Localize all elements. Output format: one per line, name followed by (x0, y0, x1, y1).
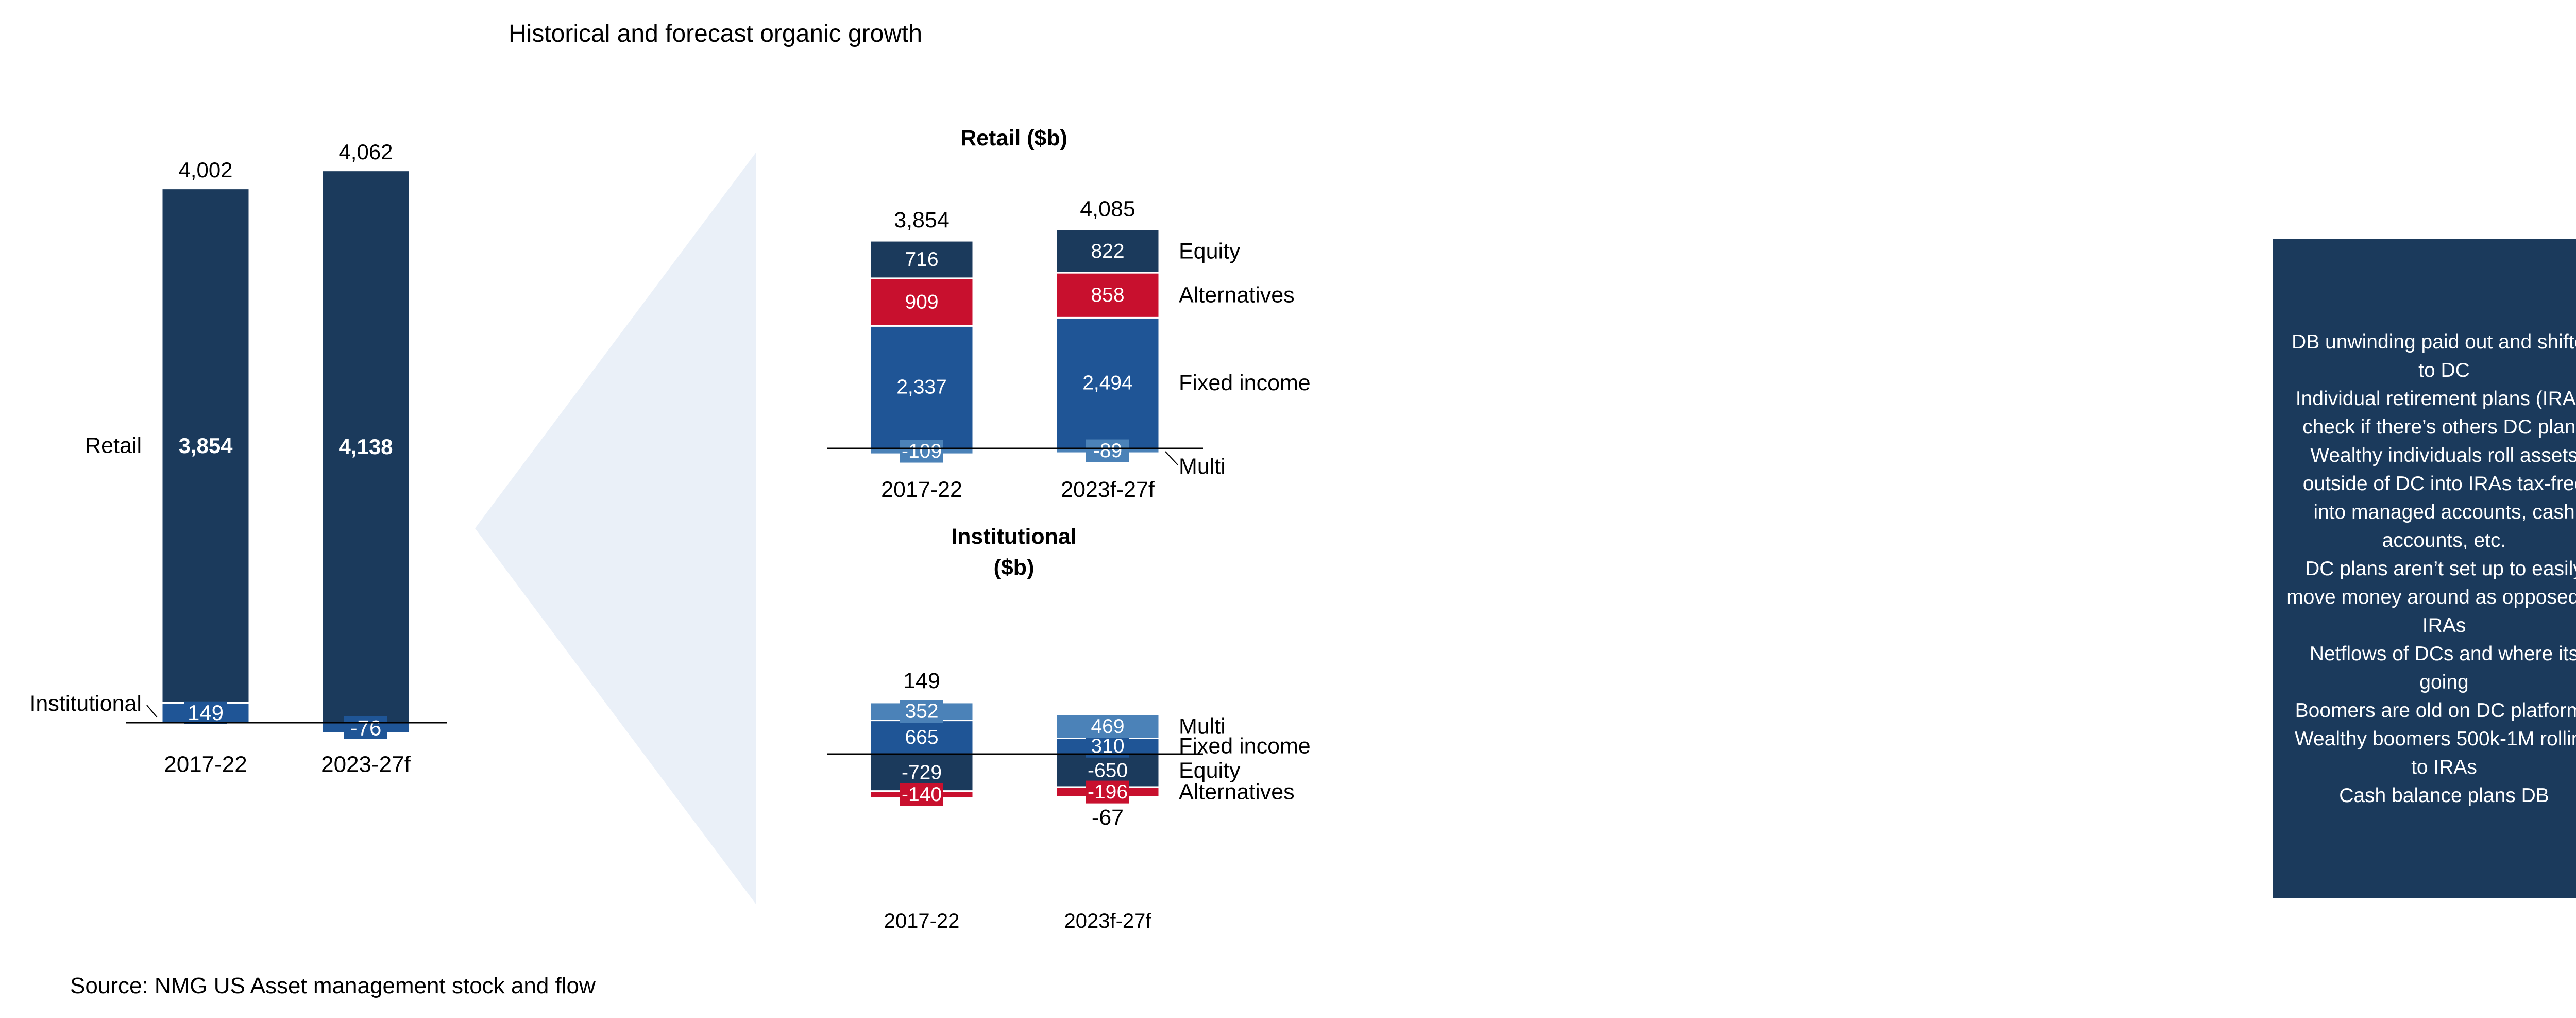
legend-label: Alternatives (1179, 283, 1295, 308)
note-item: Wealthy individuals roll assets outside … (2302, 444, 2576, 552)
bar-equity (869, 240, 974, 279)
data-label-box (1086, 780, 1129, 804)
legend-label: Retail (85, 433, 142, 458)
data-label: 822 (1091, 240, 1124, 262)
category-label: 2023f-27f (1061, 477, 1155, 502)
bar-equity (1055, 229, 1160, 274)
callout-shape (475, 152, 756, 905)
data-label: 2,494 (1082, 372, 1133, 394)
page-title: Historical and forecast organic growth (509, 20, 923, 47)
data-label: 665 (905, 726, 938, 748)
category-label: 2017-22 (881, 477, 962, 502)
category-label: 2023f-27f (1064, 910, 1151, 932)
data-label: -650 (1088, 759, 1128, 781)
data-label-box (900, 783, 943, 806)
note-item: Netflows of DCs and where its going (2309, 642, 2576, 693)
total-label: 4,002 (178, 158, 232, 182)
data-label-box (184, 701, 227, 724)
note-item: Wealthy boomers 500k-1M rolling to IRAs (2294, 727, 2576, 778)
data-label-box (344, 716, 387, 739)
legend-label: Fixed income (1179, 734, 1311, 759)
bar-retail (161, 188, 250, 704)
data-label: 3,854 (178, 433, 233, 458)
data-label: -140 (902, 783, 942, 806)
bar-alternatives (1055, 272, 1160, 319)
data-label: -109 (902, 440, 942, 462)
category-label: 2017-22 (164, 752, 247, 777)
total-label: -67 (1092, 805, 1124, 830)
data-label: -729 (902, 761, 942, 783)
data-label: 352 (905, 700, 938, 723)
data-label: -76 (350, 715, 382, 740)
bar-alternatives (869, 277, 974, 327)
data-label: 2,337 (896, 376, 947, 398)
data-label: 469 (1091, 715, 1124, 738)
legend-label: Multi (1179, 454, 1226, 479)
category-label: 2017-22 (884, 910, 960, 932)
notes-box: DB unwinding paid out and shifted to DC … (2273, 239, 2576, 898)
chart-title: Retail ($b) (960, 126, 1067, 151)
data-label: 909 (905, 291, 938, 313)
bar-fixed-income (869, 325, 974, 449)
leader-line (146, 705, 158, 718)
bar-fixed-income (1055, 316, 1160, 449)
notes-list: DB unwinding paid out and shifted to DC … (2285, 328, 2576, 810)
note-item: Individual retirement plans (IRAs) check… (2295, 387, 2576, 438)
legend-label: Institutional (29, 691, 142, 716)
data-label: 858 (1091, 284, 1124, 306)
legend-label: Equity (1179, 239, 1241, 263)
data-label-box (900, 440, 943, 463)
bar-fixed-income (869, 720, 974, 755)
legend-label: Fixed income (1179, 371, 1311, 395)
note-item: DB unwinding paid out and shifted to DC (2292, 330, 2576, 381)
note-item: Boomers are old on DC platforms (2295, 699, 2576, 722)
total-label: 149 (903, 669, 940, 693)
leader-line (1165, 451, 1178, 465)
total-label: 4,085 (1080, 197, 1136, 222)
note-item: DC plans aren’t set up to easily move mo… (2286, 557, 2576, 637)
data-label: -196 (1088, 781, 1128, 803)
data-label: 4,138 (338, 435, 393, 459)
data-label: -89 (1093, 440, 1122, 462)
data-label-box (1086, 439, 1129, 462)
data-label-box (900, 700, 943, 723)
note-item: Cash balance plans DB (2339, 784, 2549, 807)
category-label: 2023-27f (321, 752, 411, 777)
data-label: 716 (905, 248, 938, 271)
data-label: 149 (188, 700, 224, 725)
legend-label: Multi (1179, 714, 1226, 739)
data-label-box (1086, 715, 1129, 738)
total-label: 3,854 (894, 208, 950, 232)
chart-title: Institutional (951, 524, 1077, 549)
total-label: 4,062 (338, 140, 393, 164)
source-note: Source: NMG US Asset management stock an… (70, 973, 596, 998)
legend-label: Alternatives (1179, 780, 1295, 805)
chart-title: ($b) (994, 555, 1035, 580)
legend-label: Equity (1179, 758, 1241, 783)
